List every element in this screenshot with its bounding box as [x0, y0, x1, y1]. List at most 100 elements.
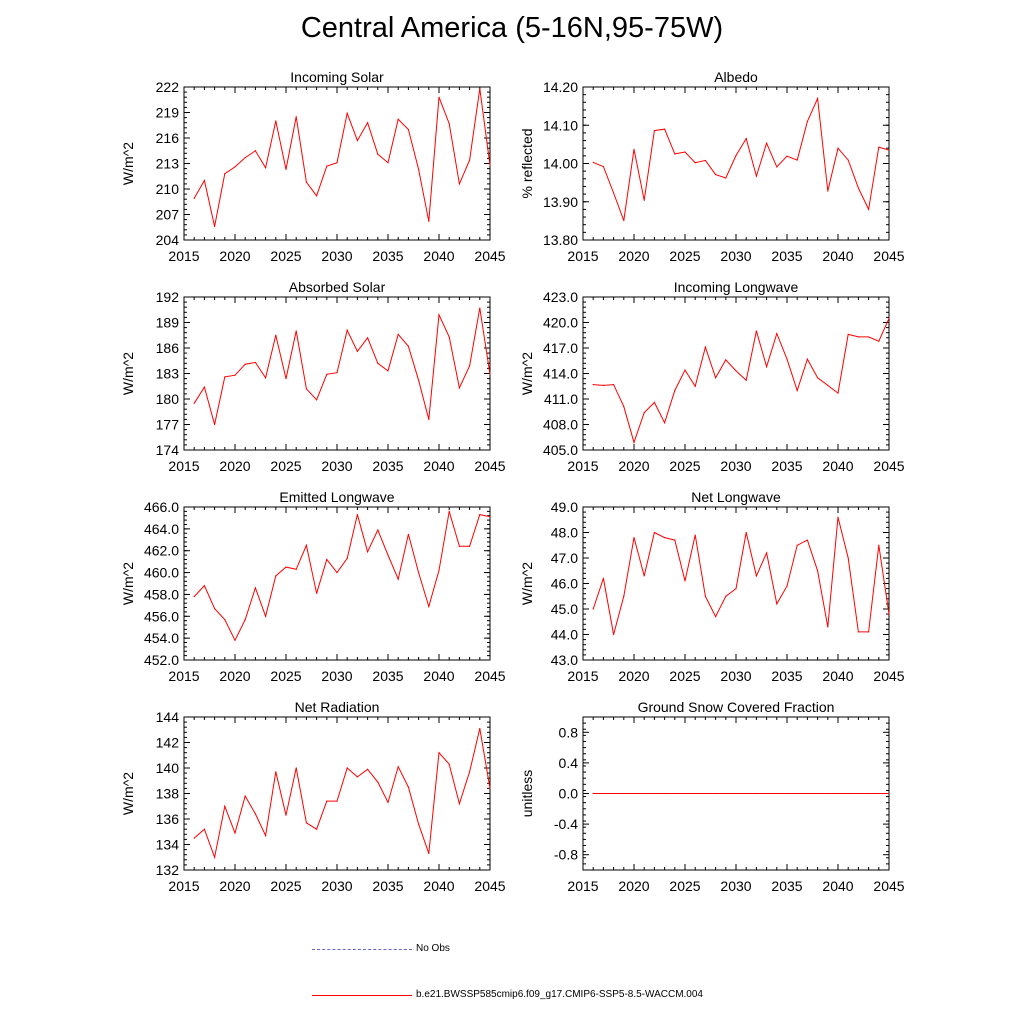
data-point: [224, 173, 226, 175]
data-point: [458, 545, 460, 547]
data-point: [458, 803, 460, 805]
data-point: [888, 613, 890, 615]
chart-panel-5: Net Longwave W/m^2 2015 2020 2025 2030 2035 204…: [519, 489, 905, 684]
data-point: [684, 580, 686, 582]
data-point: [684, 151, 686, 153]
data-point: [837, 516, 839, 518]
data-point: [786, 792, 788, 795]
chart-panel-0: Incoming Solar W/m^2 2015 2020 2025 2030 2035 2…: [120, 69, 506, 264]
data-point: [326, 558, 328, 561]
data-point: [735, 154, 737, 157]
y-tick-label: 210: [156, 181, 180, 197]
data-point: [428, 852, 430, 855]
data-point: [214, 423, 216, 426]
data-point: [602, 577, 605, 580]
x-tick-label: 2030: [321, 668, 352, 684]
data-point: [489, 164, 491, 166]
data-point: [407, 786, 409, 788]
data-point: [469, 159, 471, 161]
data-point: [755, 330, 758, 332]
y-axis-label: % reflected: [519, 128, 535, 198]
panel-title: Albedo: [714, 69, 758, 85]
data-point: [653, 792, 656, 795]
y-tick-label: 13.90: [543, 194, 578, 210]
series-line: [593, 96, 890, 221]
data-point: [888, 149, 890, 151]
data-point: [755, 792, 758, 795]
x-tick-label: 2035: [372, 668, 403, 684]
chart-panel-2: Absorbed Solar W/m^2 2015 2020 2025 2030 2035 2…: [120, 279, 506, 474]
data-point: [387, 801, 389, 804]
data-point: [674, 539, 676, 541]
panel-title: Incoming Solar: [290, 69, 384, 85]
data-point: [796, 792, 798, 795]
data-point: [786, 155, 788, 157]
x-tick-label: 2015: [567, 668, 598, 684]
data-point: [623, 595, 625, 597]
x-tick-label: 2030: [720, 458, 751, 474]
data-point: [796, 159, 798, 161]
y-tick-label: 456.0: [144, 608, 179, 624]
x-tick-label: 2040: [423, 248, 454, 264]
data-point: [827, 626, 829, 628]
x-tick-label: 2040: [423, 458, 454, 474]
x-tick-label: 2030: [720, 248, 751, 264]
data-point: [776, 603, 778, 605]
x-tick-label: 2035: [771, 668, 802, 684]
series-line: [592, 517, 890, 635]
data-point: [694, 792, 696, 795]
data-point: [704, 792, 707, 795]
plot-frame: [183, 506, 491, 661]
data-point: [295, 330, 297, 332]
data-point: [766, 792, 768, 795]
data-point: [234, 639, 236, 641]
data-point: [643, 575, 645, 577]
data-point: [428, 418, 430, 420]
x-tick-label: 2045: [474, 458, 505, 474]
data-point: [602, 792, 605, 795]
data-point: [868, 631, 870, 633]
data-point: [684, 792, 686, 795]
data-point: [295, 767, 297, 769]
data-point: [377, 781, 379, 783]
data-point: [367, 551, 369, 553]
y-tick-label: 142: [156, 735, 180, 751]
data-point: [653, 401, 656, 403]
data-point: [469, 545, 471, 547]
x-tick-label: 2045: [873, 878, 904, 894]
data-point: [326, 373, 328, 375]
data-point: [786, 358, 788, 360]
y-tick-label: 46.0: [551, 576, 578, 592]
data-point: [367, 337, 369, 339]
chart-panel-6: Net Radiation W/m^2 2015 2020 2025 2030 2035 20…: [120, 699, 506, 894]
data-point: [878, 544, 880, 546]
data-point: [664, 128, 666, 130]
x-tick-label: 2015: [567, 458, 598, 474]
data-point: [755, 575, 758, 577]
data-point: [817, 97, 819, 100]
y-tick-label: 180: [156, 391, 180, 407]
data-point: [857, 336, 860, 338]
x-tick-label: 2045: [474, 248, 505, 264]
data-point: [806, 120, 809, 123]
plot-frame: [183, 716, 491, 871]
panel-title: Incoming Longwave: [674, 279, 799, 295]
data-point: [346, 112, 348, 114]
data-point: [806, 792, 809, 795]
y-tick-label: 48.0: [551, 525, 578, 541]
x-tick-label: 2035: [372, 878, 403, 894]
data-point: [275, 120, 277, 122]
data-point: [428, 605, 430, 608]
series-line: [193, 728, 491, 860]
data-point: [367, 768, 369, 770]
data-point: [592, 608, 594, 610]
x-tick-label: 2045: [474, 878, 505, 894]
y-tick-label: 222: [156, 79, 180, 95]
data-point: [633, 537, 635, 539]
data-point: [766, 142, 768, 144]
y-tick-label: 174: [156, 442, 180, 458]
page-title: Central America (5-16N,95-75W): [300, 12, 724, 44]
data-point: [224, 376, 226, 378]
x-tick-label: 2025: [270, 248, 301, 264]
y-tick-label: 183: [156, 366, 180, 382]
